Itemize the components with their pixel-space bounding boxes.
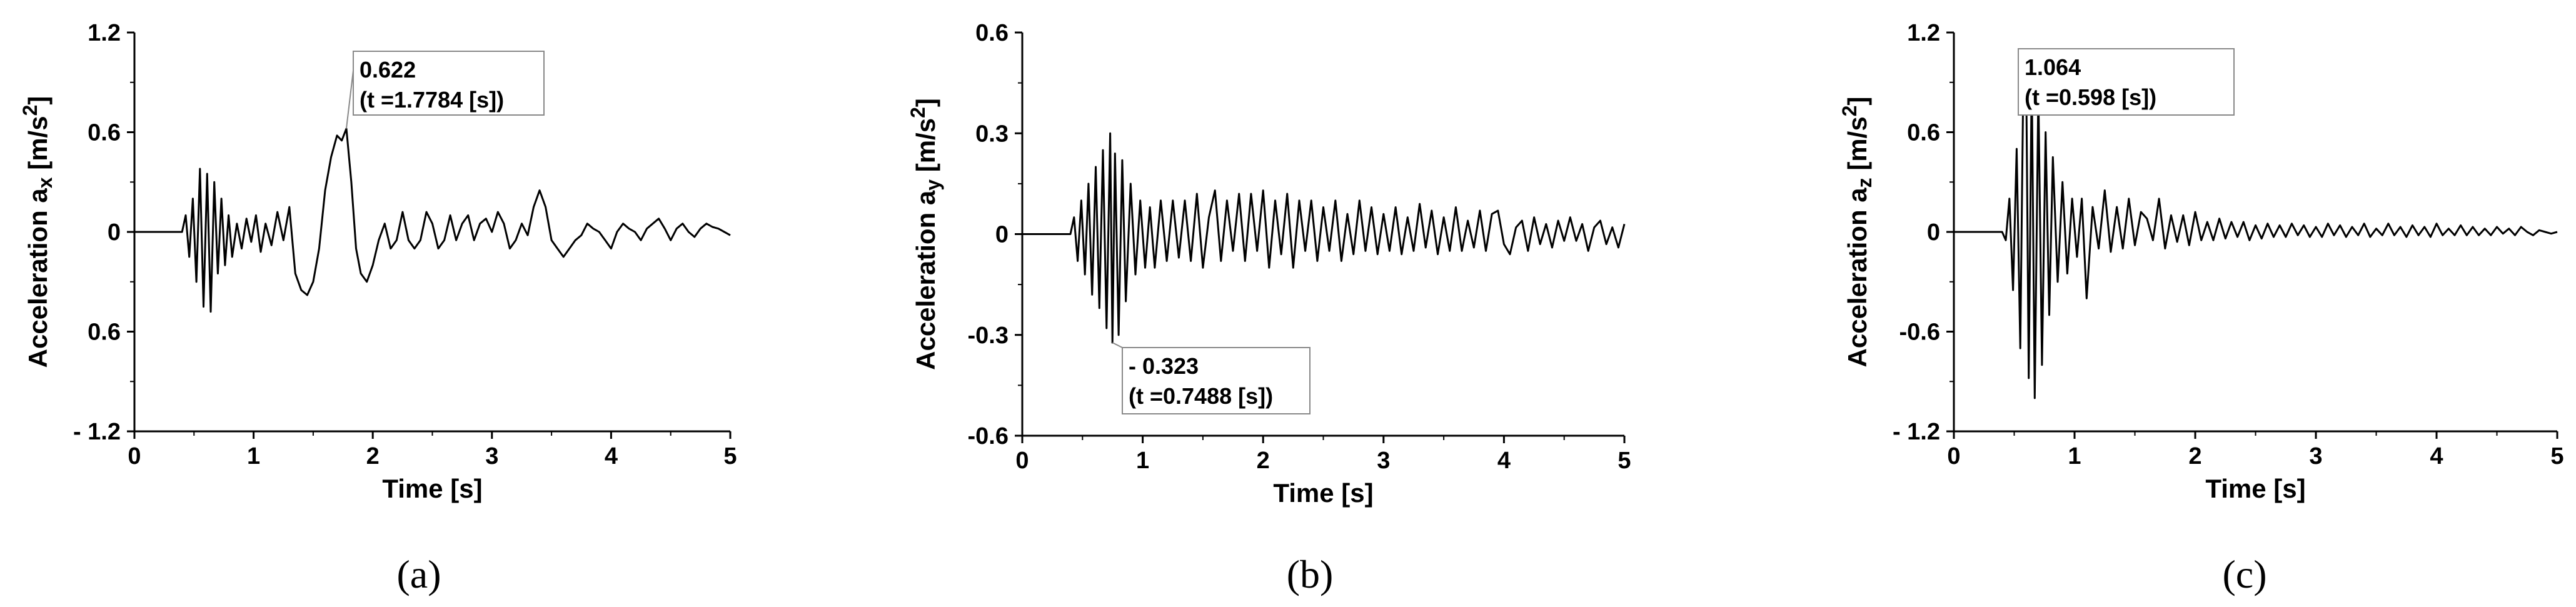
x-axis-label: Time [s] (1273, 478, 1373, 508)
y-axis-label-unit: [m/s (23, 116, 53, 177)
x-tick-label: 5 (723, 443, 737, 469)
y-axis-label-subscript: z (1853, 178, 1876, 188)
panel-caption: (a) (396, 552, 441, 596)
x-tick-label: 2 (2188, 443, 2201, 469)
series-line (1022, 132, 1626, 344)
y-axis-label-unit: [m/s (1843, 116, 1872, 178)
y-tick-label: -0.6 (1899, 319, 1940, 346)
series-line (134, 128, 731, 313)
y-axis-label: Acceleration az [m/s2] (1838, 97, 1876, 368)
y-tick-label: 0 (995, 222, 1009, 248)
y-axis-label-close: ] (911, 98, 940, 107)
y-axis-label-close: ] (23, 96, 53, 105)
x-tick-label: 4 (1497, 448, 1511, 474)
y-tick-label: 0.3 (975, 121, 1009, 147)
annotation-time: (t =0.7488 [s]) (1129, 383, 1273, 409)
x-tick-label: 2 (366, 443, 380, 469)
x-tick-label: 5 (1618, 448, 1631, 474)
x-tick-label: 1 (1136, 448, 1149, 474)
annotation-box (2018, 48, 2235, 116)
x-tick-label: 0 (1015, 448, 1029, 474)
x-tick-label: 3 (485, 443, 498, 469)
y-tick-label: -0.6 (968, 423, 1009, 449)
y-axis-label-unit: [m/s (911, 118, 940, 179)
annotation-time: (t =1.7784 [s]) (360, 87, 504, 113)
y-tick-label: 0 (108, 219, 121, 246)
panel-caption: (c) (2222, 552, 2267, 596)
y-tick-label: - 1.2 (73, 419, 121, 445)
x-tick-label: 4 (2430, 443, 2443, 469)
y-axis-label-main: Acceleration a (23, 188, 53, 368)
annotation-time: (t =0.598 [s]) (2025, 84, 2156, 110)
x-tick-label: 3 (1377, 448, 1390, 474)
y-axis-label-subscript: y (922, 179, 944, 191)
y-tick-label: 1.2 (88, 20, 121, 46)
y-axis-label-main: Acceleration a (911, 190, 940, 370)
y-axis-label-superscript: 2 (1838, 106, 1861, 117)
y-tick-label: 0.6 (88, 319, 121, 346)
y-tick-label: -0.3 (968, 323, 1009, 349)
y-axis-label: Acceleration ax [m/s2] (19, 96, 56, 368)
panel-caption: (b) (1287, 552, 1334, 596)
x-tick-label: 5 (2550, 443, 2563, 469)
x-tick-label: 4 (605, 443, 618, 469)
y-axis-label-subscript: x (34, 177, 56, 188)
y-tick-label: 0.6 (88, 120, 121, 146)
annotation-box (1122, 347, 1311, 414)
y-tick-label: 0.6 (1907, 120, 1940, 146)
annotation-leader-line (345, 70, 354, 129)
x-tick-label: 0 (128, 443, 141, 469)
annotation-value: - 0.323 (1129, 353, 1199, 379)
chart-panel-a: 1.2 0.6 0 0.6 - 1.2 0 1 2 3 4 5 Time [s] Acceleratio… (19, 20, 737, 596)
x-tick-label: 1 (2068, 443, 2081, 469)
annotation-value: 1.064 (2025, 54, 2081, 80)
y-axis-label: Acceleration ay [m/s2] (907, 98, 944, 370)
series-line (1954, 54, 2558, 399)
y-tick-label: 1.2 (1907, 20, 1940, 46)
y-tick-label: 0 (1927, 219, 1940, 246)
annotation-box (353, 51, 545, 116)
x-axis-label: Time [s] (2205, 474, 2305, 503)
y-axis-label-superscript: 2 (19, 105, 41, 116)
annotation-value: 0.622 (360, 57, 416, 83)
x-tick-label: 3 (2309, 443, 2322, 469)
x-tick-label: 2 (1257, 448, 1270, 474)
x-axis-label: Time [s] (382, 474, 482, 503)
x-tick-label: 0 (1947, 443, 1960, 469)
y-axis-label-close: ] (1843, 97, 1872, 106)
y-axis-label-superscript: 2 (907, 107, 929, 118)
x-tick-label: 1 (247, 443, 260, 469)
y-tick-label: - 1.2 (1893, 419, 1940, 445)
annotation-leader-line (1112, 342, 1123, 348)
chart-panel-c: 1.2 0.6 0 -0.6 - 1.2 0 1 2 3 4 5 Time [s] Accelerati… (1838, 20, 2564, 596)
y-axis-label-main: Acceleration a (1843, 188, 1872, 368)
y-tick-label: 0.6 (975, 20, 1009, 46)
